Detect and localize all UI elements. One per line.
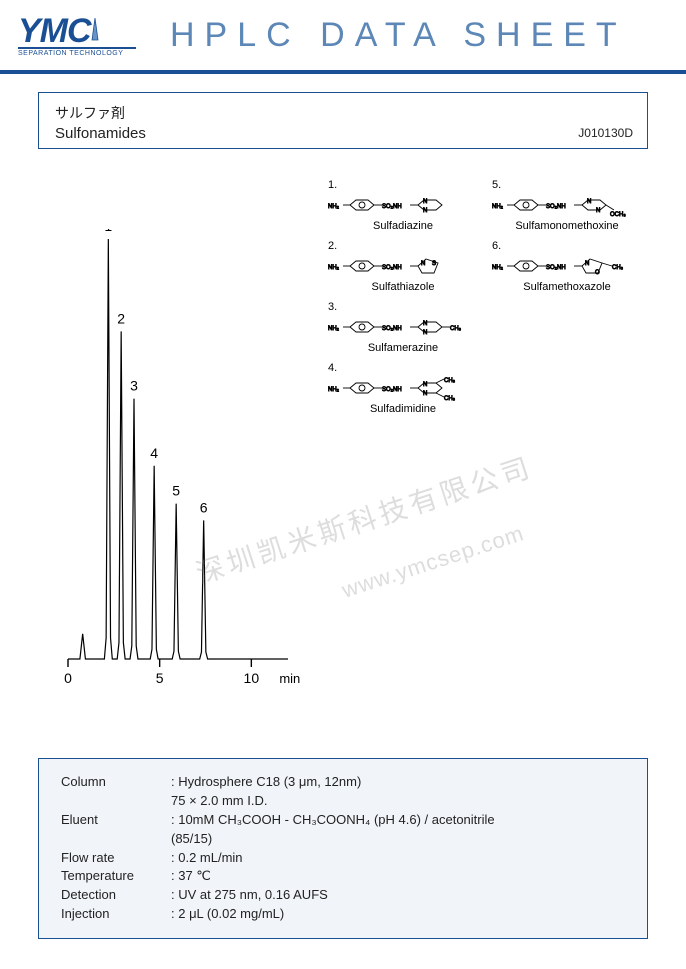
compound-id: 3. [328, 301, 478, 313]
compound-id: 6. [492, 240, 642, 252]
svg-text:1: 1 [104, 229, 112, 234]
param-value: 75 × 2.0 mm I.D. [171, 792, 625, 811]
structure-icon: NH₂ SO₂NH NN [328, 192, 478, 218]
svg-text:4: 4 [150, 445, 158, 461]
svg-text:0: 0 [64, 670, 72, 686]
svg-text:CH₃: CH₃ [444, 396, 456, 401]
svg-text:SO₂NH: SO₂NH [546, 204, 566, 210]
compound-name: Sulfadimidine [328, 403, 478, 415]
compound-name: Sulfamonomethoxine [492, 220, 642, 232]
structure-icon: NH₂ SO₂NH NN CH₃ CH₃ [328, 375, 478, 401]
param-key: Column [61, 773, 171, 792]
compound-5: 5. NH₂ SO₂NH NN OCH₃ Sulfamonomethoxine [492, 179, 642, 232]
svg-text:OCH₃: OCH₃ [610, 212, 626, 218]
param-value: : 37 ℃ [171, 867, 625, 886]
param-key: Injection [61, 905, 171, 924]
svg-text:CH₃: CH₃ [444, 378, 456, 384]
compound-id: 4. [328, 362, 478, 374]
content-area: 0510min123456 1. NH₂SO₂NHNN Sulfadiazine… [38, 179, 648, 739]
svg-text:NH₂: NH₂ [328, 265, 340, 271]
compound-4: 4. NH₂ SO₂NH NN CH₃ CH₃ Sulfadimidine [328, 362, 478, 415]
svg-text:CH₃: CH₃ [450, 326, 462, 332]
header: YMC SEPARATION TECHNOLOGY HPLC DATA SHEE… [0, 0, 686, 70]
svg-text:N: N [423, 321, 427, 327]
compound-6: 6. NH₂ SO₂NH NO CH₃ Sulfamethoxazole [492, 240, 642, 293]
sample-title-en: Sulfonamides [55, 125, 631, 142]
structure-icon: NH₂ SO₂NH N S [328, 253, 478, 279]
param-value: : Hydrosphere C18 (3 μm, 12nm) [171, 773, 625, 792]
compound-name: Sulfamerazine [328, 342, 478, 354]
logo-text: YMC [18, 12, 136, 45]
svg-text:SO₂NH: SO₂NH [382, 204, 402, 210]
structure-icon: NH₂ SO₂NH NO CH₃ [492, 253, 642, 279]
compound-2: 2. NH₂ SO₂NH N S Sulfathiazole [328, 240, 478, 293]
svg-text:N: N [596, 208, 600, 214]
svg-text:S: S [432, 261, 436, 267]
compound-id: 1. [328, 179, 478, 191]
svg-text:NH₂: NH₂ [492, 204, 504, 210]
svg-text:5: 5 [172, 483, 180, 499]
svg-text:N: N [423, 330, 427, 336]
compound-name: Sulfamethoxazole [492, 281, 642, 293]
svg-text:6: 6 [200, 499, 208, 515]
compound-name: Sulfathiazole [328, 281, 478, 293]
header-rule [0, 70, 686, 74]
svg-text:10: 10 [244, 670, 260, 686]
sample-title-box: サルファ剤 Sulfonamides J010130D [38, 92, 648, 149]
svg-text:5: 5 [156, 670, 164, 686]
param-value: : 2 μL (0.02 mg/mL) [171, 905, 625, 924]
param-key: Flow rate [61, 849, 171, 868]
compound-name: Sulfadiazine [328, 220, 478, 232]
param-value: (85/15) [171, 830, 625, 849]
structure-icon: NH₂ SO₂NH NN OCH₃ [492, 192, 642, 218]
svg-text:SO₂NH: SO₂NH [382, 326, 402, 332]
compound-id: 5. [492, 179, 642, 191]
svg-text:SO₂NH: SO₂NH [382, 265, 402, 271]
svg-text:N: N [421, 261, 425, 267]
svg-text:N: N [423, 208, 427, 214]
param-value: : 0.2 mL/min [171, 849, 625, 868]
param-value: : UV at 275 nm, 0.16 AUFS [171, 886, 625, 905]
svg-text:min: min [279, 671, 300, 686]
compound-3: 3. NH₂ SO₂NH NN CH₃ Sulfamerazine [328, 301, 478, 354]
param-key: Detection [61, 886, 171, 905]
svg-text:N: N [587, 199, 591, 205]
compound-list: 1. NH₂SO₂NHNN Sulfadiazine 5. NH₂SO₂NHNN… [328, 179, 648, 423]
svg-text:NH₂: NH₂ [492, 265, 504, 271]
structure-icon: NH₂ SO₂NH NN CH₃ [328, 314, 478, 340]
svg-text:N: N [423, 382, 427, 388]
svg-text:3: 3 [130, 378, 138, 394]
param-value: : 10mM CH₃COOH - CH₃COONH₄ (pH 4.6) / ac… [171, 811, 625, 830]
param-key: Eluent [61, 811, 171, 830]
svg-text:N: N [585, 261, 589, 267]
svg-text:N: N [423, 199, 427, 205]
compound-id: 2. [328, 240, 478, 252]
svg-text:2: 2 [117, 310, 125, 326]
svg-text:NH₂: NH₂ [328, 387, 340, 393]
svg-text:N: N [423, 391, 427, 397]
svg-text:O: O [595, 270, 600, 276]
svg-text:SO₂NH: SO₂NH [382, 387, 402, 393]
parameters-panel: Column: Hydrosphere C18 (3 μm, 12nm) 75 … [38, 758, 648, 939]
svg-text:SO₂NH: SO₂NH [546, 265, 566, 271]
page-title: HPLC DATA SHEET [170, 16, 627, 55]
sample-title-jp: サルファ剤 [55, 103, 631, 123]
svg-text:NH₂: NH₂ [328, 326, 340, 332]
compound-1: 1. NH₂ SO₂NH NN Sulfadiazine [328, 179, 478, 232]
param-key: Temperature [61, 867, 171, 886]
svg-text:NH₂: NH₂ [328, 204, 340, 210]
sample-code: J010130D [578, 126, 633, 140]
logo: YMC SEPARATION TECHNOLOGY [18, 12, 136, 57]
chromatogram: 0 5 10 min 1 2 3 4 5 6 [48, 229, 308, 709]
watermark-url: www.ymcsep.com [339, 520, 528, 603]
svg-text:CH₃: CH₃ [612, 265, 624, 271]
